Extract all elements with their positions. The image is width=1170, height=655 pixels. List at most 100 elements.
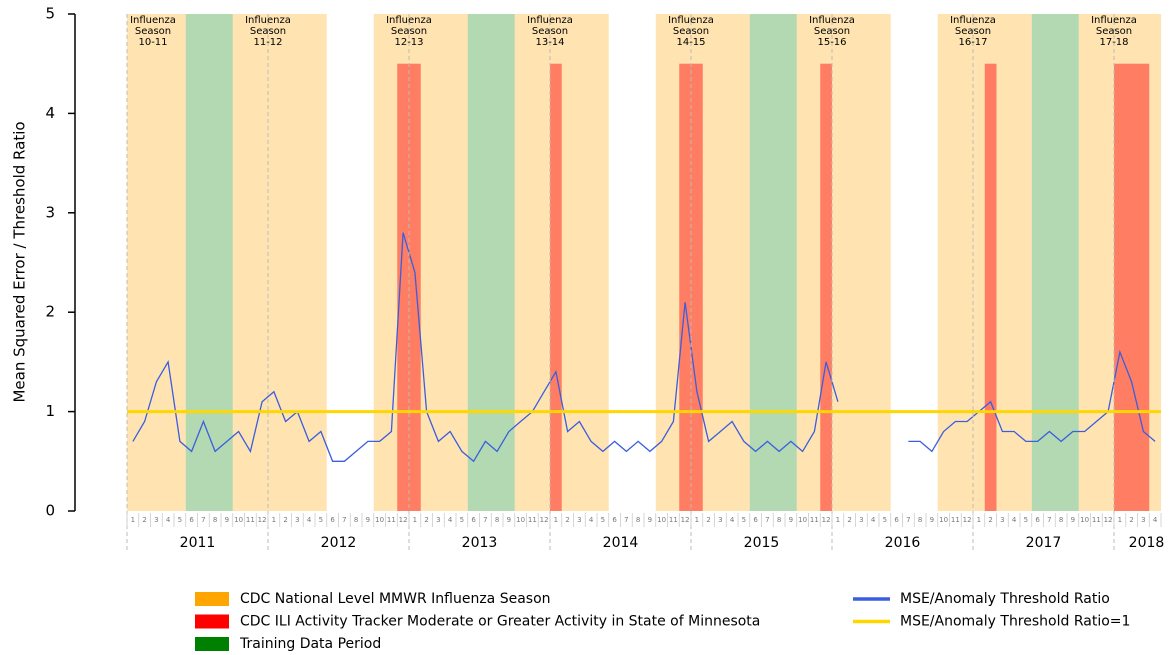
month-tick-label: 3 [1000,516,1004,524]
month-tick-label: 12 [399,516,408,524]
month-tick-label: 10 [234,516,243,524]
y-tick-label: 4 [45,104,55,122]
month-tick-label: 4 [448,516,453,524]
plot-area [127,14,1161,511]
month-tick-label: 5 [1024,516,1028,524]
legend-swatch [195,592,229,606]
legend-label: MSE/Anomaly Threshold Ratio=1 [900,614,1130,630]
month-tick-label: 12 [681,516,690,524]
month-tick-label: 9 [507,516,511,524]
month-tick-label: 3 [1141,516,1145,524]
season-label: Season [673,26,709,37]
month-tick-label: 5 [742,516,746,524]
season-label: Influenza [809,15,855,26]
month-tick-label: 10 [375,516,384,524]
region [749,14,797,511]
y-tick-label: 3 [45,203,55,221]
month-tick-label: 5 [460,516,464,524]
region [1031,14,1079,511]
month-tick-label: 9 [225,516,229,524]
month-tick-label: 7 [765,516,769,524]
month-tick-label: 8 [354,516,358,524]
season-label: Influenza [527,15,573,26]
region [1114,63,1150,511]
y-tick-label: 5 [45,5,55,23]
month-tick-label: 4 [166,516,171,524]
year-label: 2018 [1129,535,1165,551]
month-tick-label: 9 [1071,516,1075,524]
month-tick-label: 9 [648,516,652,524]
month-tick-label: 6 [189,516,194,524]
month-tick-label: 4 [871,516,876,524]
month-tick-label: 1 [554,516,558,524]
region [937,14,1032,511]
month-tick-label: 11 [951,516,960,524]
year-label: 2013 [462,535,498,551]
year-label: 2017 [1026,535,1062,551]
month-tick-label: 1 [131,516,135,524]
month-tick-label: 6 [471,516,476,524]
season-label: Season [955,26,991,37]
region [550,63,562,511]
month-tick-label: 1 [413,516,417,524]
season-label: 14-15 [676,37,705,48]
season-label: Season [135,26,171,37]
region [373,14,468,511]
month-tick-label: 4 [730,516,735,524]
season-label: 12-13 [394,37,423,48]
season-label: 11-12 [253,37,282,48]
season-label: Season [391,26,427,37]
month-tick-label: 12 [822,516,831,524]
month-tick-label: 10 [939,516,948,524]
year-label: 2015 [744,535,780,551]
month-tick-label: 8 [918,516,922,524]
month-tick-label: 2 [283,516,287,524]
season-label: 10-11 [138,37,167,48]
month-tick-label: 7 [483,516,487,524]
month-tick-label: 7 [906,516,910,524]
month-tick-label: 1 [695,516,699,524]
legend-label: MSE/Anomaly Threshold Ratio [900,591,1110,607]
region [514,14,609,511]
year-label: 2016 [885,535,921,551]
season-label: Influenza [386,15,432,26]
month-tick-label: 8 [213,516,217,524]
month-tick-label: 11 [528,516,537,524]
legend-swatch [195,637,229,651]
month-tick-label: 5 [178,516,182,524]
region [127,14,186,511]
month-tick-label: 5 [883,516,887,524]
month-tick-label: 1 [836,516,840,524]
month-tick-label: 3 [718,516,722,524]
season-label: 16-17 [958,37,987,48]
season-label: Season [250,26,286,37]
month-tick-label: 3 [295,516,299,524]
y-tick-label: 1 [45,402,55,420]
month-tick-label: 6 [330,516,335,524]
month-tick-label: 7 [201,516,205,524]
month-tick-label: 3 [154,516,158,524]
month-tick-label: 4 [1012,516,1017,524]
region [655,14,750,511]
month-tick-label: 8 [495,516,499,524]
month-tick-label: 4 [589,516,594,524]
month-tick-label: 6 [894,516,899,524]
region [984,63,997,511]
month-tick-label: 2 [142,516,146,524]
y-tick-label: 2 [45,303,55,321]
region [820,63,832,511]
month-tick-label: 8 [636,516,640,524]
season-label: Influenza [245,15,291,26]
season-label: Season [814,26,850,37]
y-axis-label: Mean Squared Error / Threshold Ratio [11,121,29,402]
region [185,14,233,511]
month-tick-label: 1 [272,516,276,524]
year-label: 2011 [180,535,216,551]
month-tick-label: 12 [258,516,267,524]
month-tick-label: 4 [307,516,312,524]
month-tick-label: 6 [612,516,617,524]
month-tick-label: 10 [516,516,525,524]
month-tick-label: 12 [963,516,972,524]
region [467,14,515,511]
month-tick-label: 10 [1080,516,1089,524]
